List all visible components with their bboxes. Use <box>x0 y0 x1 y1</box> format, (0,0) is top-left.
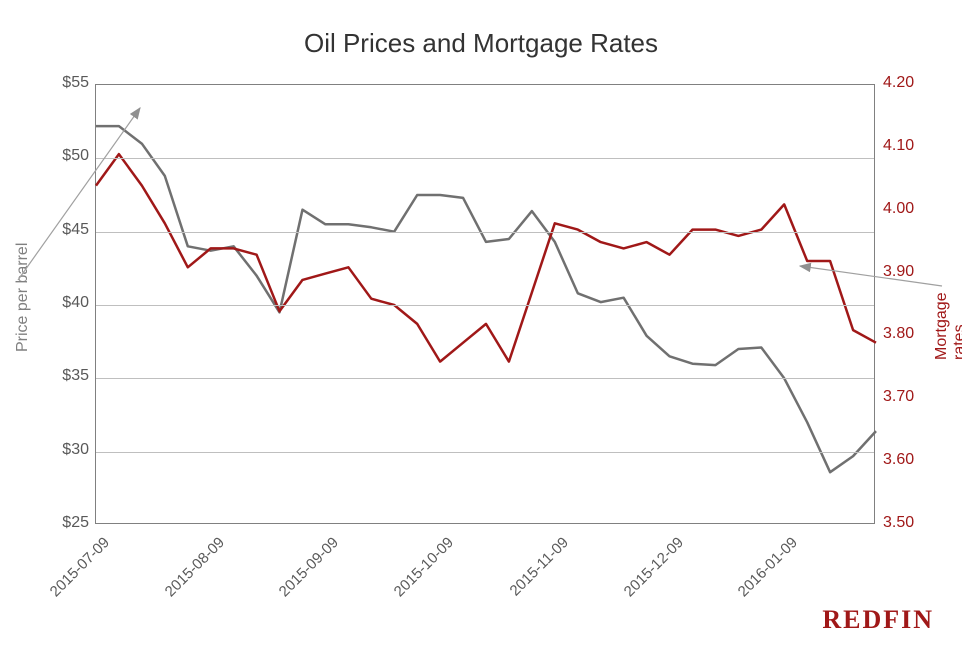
y-right-tick-label: 3.70 <box>883 388 914 406</box>
y-left-axis-title: Price per barrel <box>14 243 32 352</box>
y-right-axis-title: Mortgage rates <box>933 292 962 360</box>
x-tick-label: 2015-12-09 <box>604 534 687 617</box>
x-tick-label: 2015-07-09 <box>30 534 113 617</box>
x-tick-label: 2015-08-09 <box>145 534 228 617</box>
gridline <box>96 232 874 233</box>
plot-area <box>95 84 875 524</box>
gridline <box>96 452 874 453</box>
series-line <box>96 154 876 362</box>
y-right-tick-label: 3.60 <box>883 451 914 469</box>
y-left-tick-label: $50 <box>45 147 89 165</box>
y-left-tick-label: $55 <box>45 74 89 92</box>
y-right-tick-label: 4.20 <box>883 74 914 92</box>
x-tick-label: 2015-11-09 <box>489 534 572 617</box>
y-left-tick-label: $25 <box>45 514 89 532</box>
x-tick-label: 2016-01-09 <box>719 534 802 617</box>
y-left-tick-label: $45 <box>45 221 89 239</box>
y-left-tick-label: $40 <box>45 294 89 312</box>
chart-title: Oil Prices and Mortgage Rates <box>0 28 962 59</box>
y-right-tick-label: 3.90 <box>883 263 914 281</box>
x-tick-label: 2015-09-09 <box>260 534 343 617</box>
y-right-tick-label: 4.10 <box>883 137 914 155</box>
gridline <box>96 158 874 159</box>
y-left-tick-label: $30 <box>45 441 89 459</box>
series-line <box>96 126 876 472</box>
y-right-tick-label: 4.00 <box>883 200 914 218</box>
brand-logo: REDFIN <box>822 605 934 635</box>
x-tick-label: 2015-10-09 <box>374 534 457 617</box>
y-right-tick-label: 3.80 <box>883 325 914 343</box>
y-right-tick-label: 3.50 <box>883 514 914 532</box>
gridline <box>96 378 874 379</box>
y-left-tick-label: $35 <box>45 367 89 385</box>
gridline <box>96 305 874 306</box>
